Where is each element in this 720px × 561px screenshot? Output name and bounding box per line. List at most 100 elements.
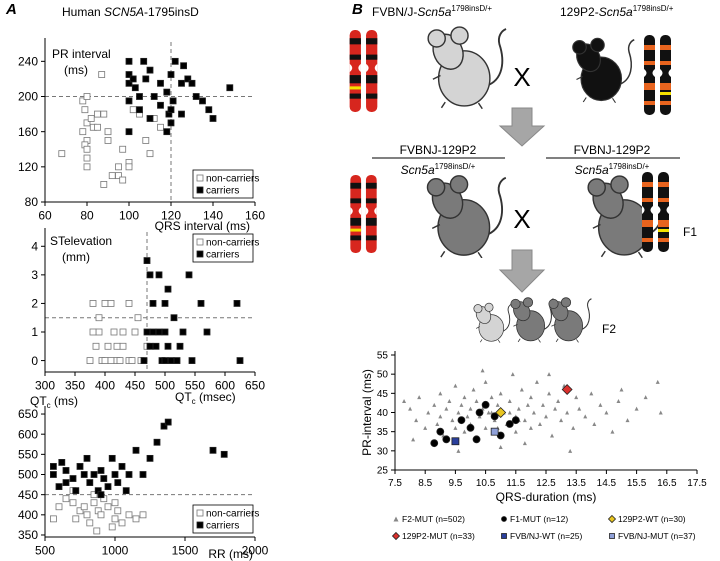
marker bbox=[90, 471, 98, 478]
marker bbox=[55, 483, 63, 491]
marker bbox=[108, 523, 116, 531]
x-tick-label: 450 bbox=[125, 379, 145, 393]
marker bbox=[534, 379, 539, 384]
marker bbox=[192, 93, 200, 100]
marker bbox=[188, 357, 196, 364]
marker bbox=[146, 66, 154, 74]
legend-label: carriers bbox=[206, 521, 239, 532]
y-tick-label: 350 bbox=[18, 528, 38, 542]
marker bbox=[196, 521, 204, 529]
marker bbox=[81, 106, 89, 114]
marker bbox=[233, 300, 241, 307]
marker bbox=[468, 406, 473, 411]
marker bbox=[139, 471, 147, 478]
marker bbox=[110, 328, 118, 336]
marker bbox=[598, 402, 603, 407]
legend-label: carriers bbox=[206, 186, 239, 197]
strain-label: 129P2-Scn5a1798insD/+ bbox=[560, 4, 674, 19]
marker bbox=[113, 342, 121, 350]
marker bbox=[97, 491, 105, 499]
marker bbox=[205, 106, 213, 114]
marker bbox=[547, 372, 552, 377]
marker bbox=[118, 519, 126, 527]
marker bbox=[442, 435, 451, 444]
x-tick-label: 60 bbox=[38, 209, 52, 223]
marker bbox=[616, 399, 621, 403]
marker bbox=[149, 328, 157, 336]
marker bbox=[462, 395, 467, 400]
marker bbox=[83, 511, 91, 519]
marker bbox=[537, 422, 542, 426]
y-tick-label: 35 bbox=[377, 427, 389, 438]
x-tick-label: 7.5 bbox=[388, 478, 402, 489]
marker bbox=[143, 328, 151, 336]
marker bbox=[50, 463, 57, 470]
marker bbox=[490, 412, 499, 421]
label-part: Scn5a bbox=[417, 5, 451, 19]
marker bbox=[516, 406, 521, 411]
marker bbox=[196, 250, 204, 258]
mouse bbox=[547, 297, 592, 343]
marker bbox=[432, 402, 437, 407]
marker bbox=[140, 357, 148, 364]
marker bbox=[107, 300, 115, 307]
marker bbox=[104, 128, 112, 136]
marker bbox=[152, 342, 160, 350]
marker bbox=[50, 471, 57, 478]
legend-label: 129P2-MUT (n=33) bbox=[402, 531, 475, 541]
marker bbox=[118, 463, 126, 470]
marker bbox=[568, 448, 573, 453]
marker bbox=[76, 507, 84, 515]
marker bbox=[163, 88, 171, 96]
marker bbox=[625, 418, 630, 423]
marker bbox=[577, 406, 582, 411]
y-tick-label: 650 bbox=[18, 407, 38, 421]
label-part: 1798insD/+ bbox=[609, 162, 650, 171]
marker bbox=[143, 257, 151, 264]
x-tick-label: 160 bbox=[245, 209, 265, 223]
marker bbox=[86, 519, 94, 527]
marker bbox=[220, 450, 228, 458]
marker bbox=[100, 110, 108, 118]
marker bbox=[97, 511, 105, 519]
marker bbox=[490, 427, 499, 436]
marker bbox=[466, 423, 475, 432]
label-part: QT bbox=[30, 394, 47, 408]
x-tick-label: 1500 bbox=[172, 544, 199, 558]
marker bbox=[111, 499, 119, 507]
marker bbox=[178, 79, 185, 87]
label-part: 1798insD/+ bbox=[633, 4, 674, 13]
marker bbox=[92, 342, 100, 350]
marker bbox=[83, 145, 91, 153]
y-tick-label: 50 bbox=[377, 370, 389, 381]
marker bbox=[107, 357, 115, 364]
marker bbox=[456, 410, 461, 415]
y-axis-label: STelevation bbox=[50, 234, 112, 248]
marker bbox=[505, 420, 514, 428]
marker bbox=[79, 97, 87, 105]
marker bbox=[522, 418, 527, 423]
marker bbox=[80, 503, 88, 511]
chromosome-pair bbox=[644, 35, 671, 115]
marker bbox=[100, 475, 108, 482]
label-part: c bbox=[47, 401, 51, 410]
marker bbox=[146, 115, 154, 122]
marker bbox=[483, 379, 488, 384]
y-tick-label: 160 bbox=[18, 125, 38, 139]
x-axis-label: QRS interval (ms) bbox=[155, 219, 250, 233]
panel-label: B bbox=[352, 1, 363, 18]
marker bbox=[589, 391, 594, 396]
marker bbox=[489, 395, 494, 400]
marker bbox=[83, 93, 91, 100]
marker bbox=[604, 410, 609, 415]
y-axis-label: QTc (ms) bbox=[30, 394, 78, 410]
marker bbox=[501, 533, 507, 539]
marker bbox=[114, 479, 122, 486]
marker bbox=[184, 75, 192, 83]
marker bbox=[62, 479, 70, 486]
marker bbox=[559, 418, 564, 423]
marker bbox=[471, 387, 476, 392]
marker bbox=[160, 422, 168, 430]
x-tick-label: 300 bbox=[35, 379, 55, 393]
